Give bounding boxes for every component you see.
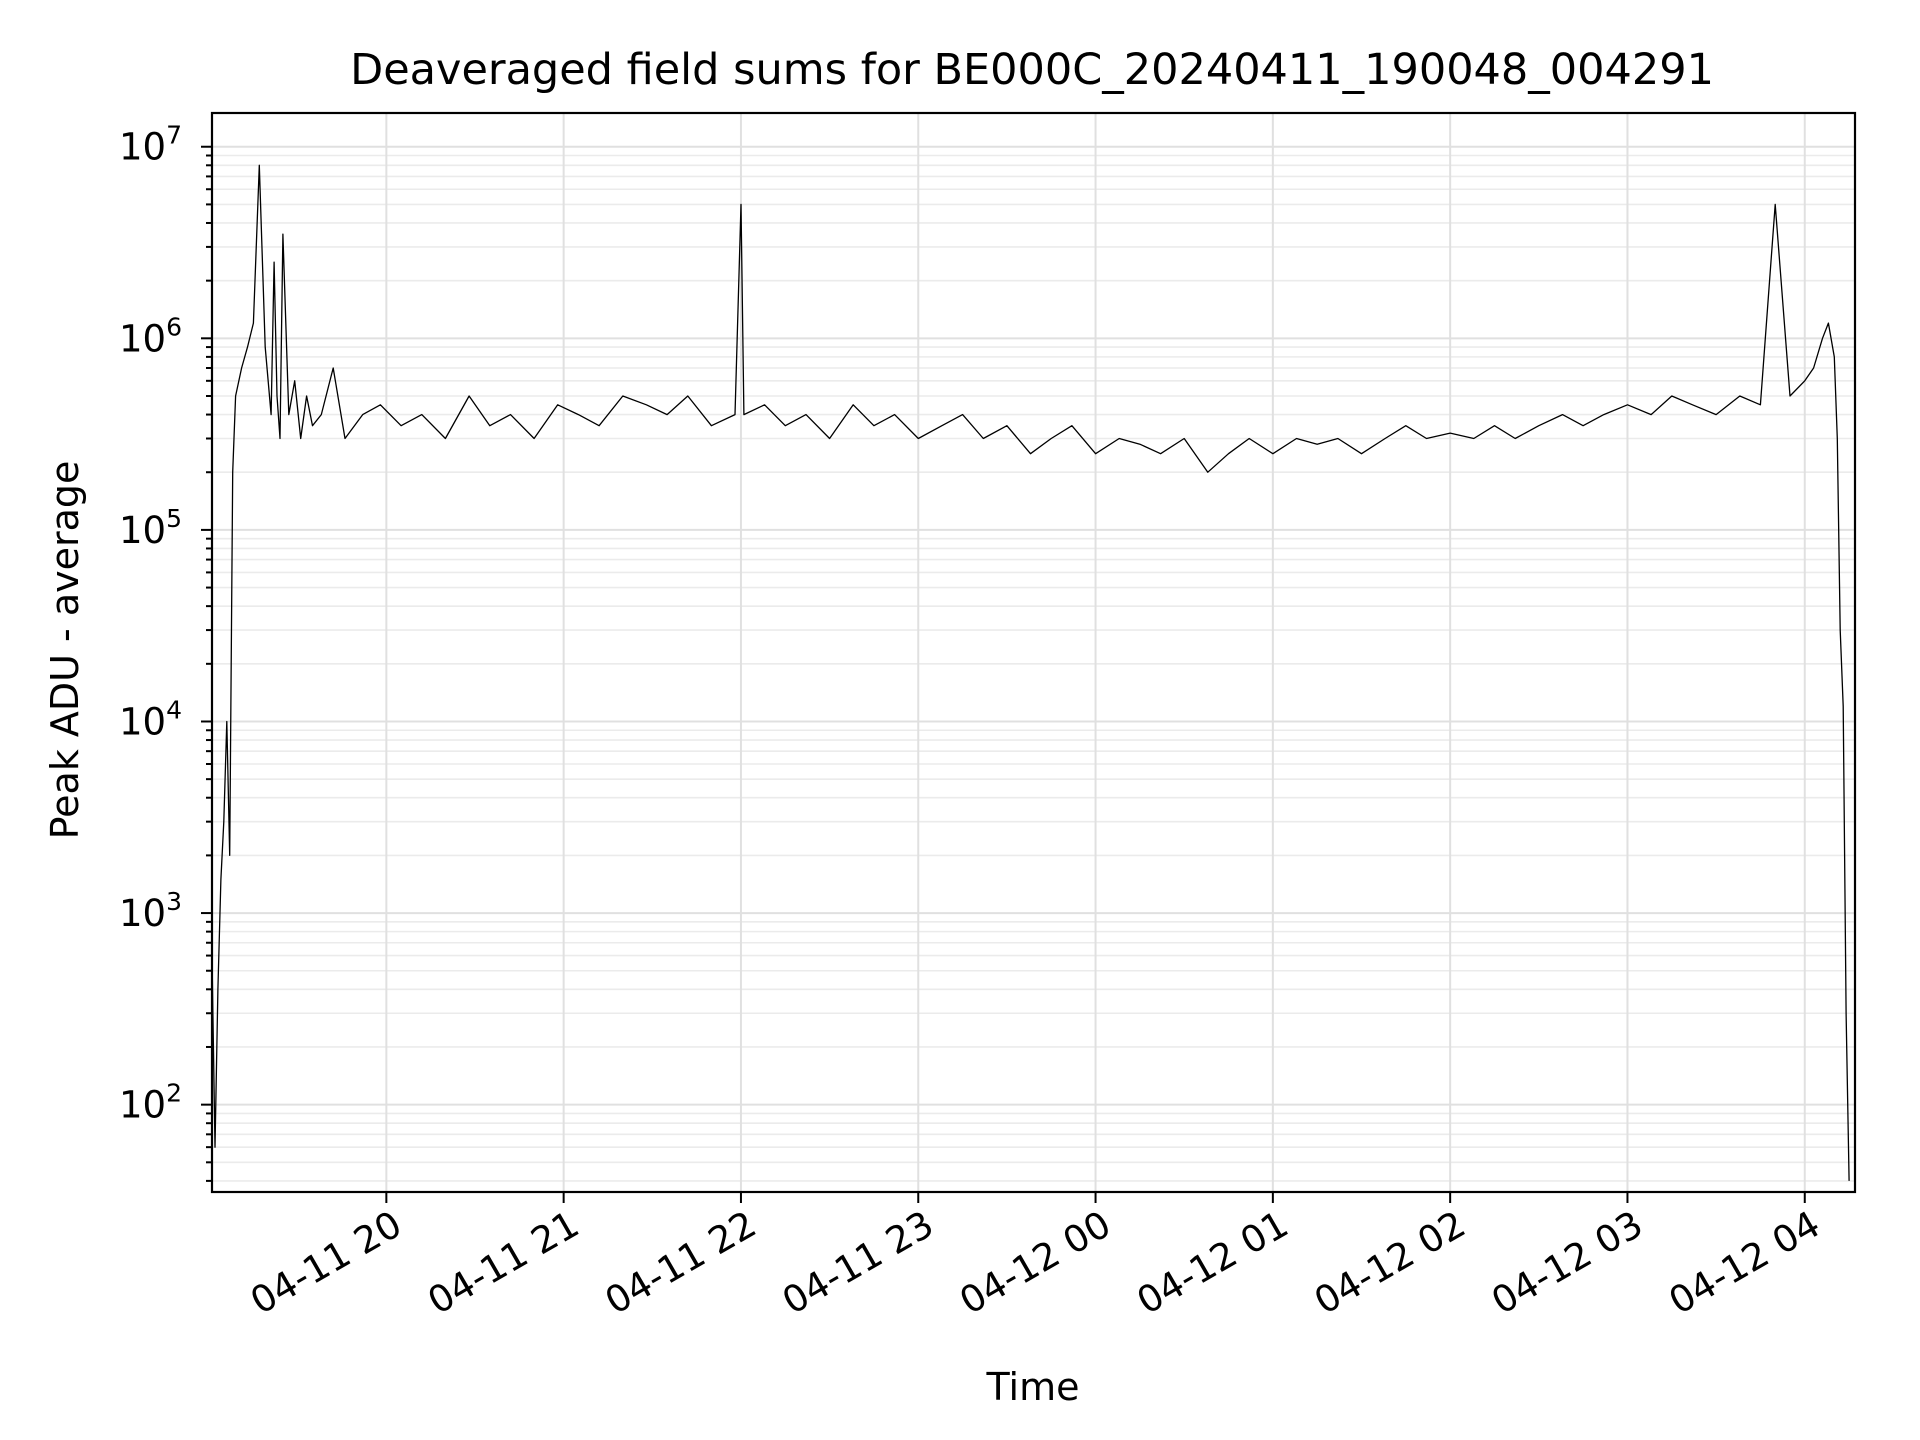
y-tick-label: 106: [119, 312, 182, 360]
y-tick-label-base: 10: [119, 1084, 166, 1127]
y-tick-label: 105: [119, 504, 182, 552]
y-tick-label: 107: [119, 121, 182, 169]
y-tick-label: 103: [119, 887, 182, 935]
y-tick-label-exponent: 7: [166, 121, 182, 150]
y-tick-label-exponent: 3: [166, 887, 182, 916]
plot-area-frame: [210, 111, 1857, 1194]
y-tick-label-exponent: 5: [166, 504, 182, 533]
chart-title: Deaveraged field sums for BE000C_2024041…: [350, 45, 1714, 95]
y-tick-label: 104: [119, 695, 182, 743]
minor-gridlines: [212, 154, 1855, 1182]
y-tick-label-base: 10: [119, 700, 166, 743]
y-tick-label-base: 10: [119, 892, 166, 935]
y-axis-label: Peak ADU - average: [43, 461, 87, 840]
major-gridlines: [212, 113, 1855, 1192]
y-tick-label: 102: [119, 1079, 182, 1127]
x-axis-label: Time: [986, 1365, 1080, 1409]
y-tick-label-base: 10: [119, 317, 166, 360]
y-tick-label-exponent: 4: [166, 695, 182, 724]
y-tick-label-exponent: 6: [166, 312, 182, 341]
y-tick-label-base: 10: [119, 509, 166, 552]
y-tick-label-base: 10: [119, 126, 166, 169]
series-line: [211, 164, 1850, 1181]
y-tick-label-exponent: 2: [166, 1079, 182, 1108]
